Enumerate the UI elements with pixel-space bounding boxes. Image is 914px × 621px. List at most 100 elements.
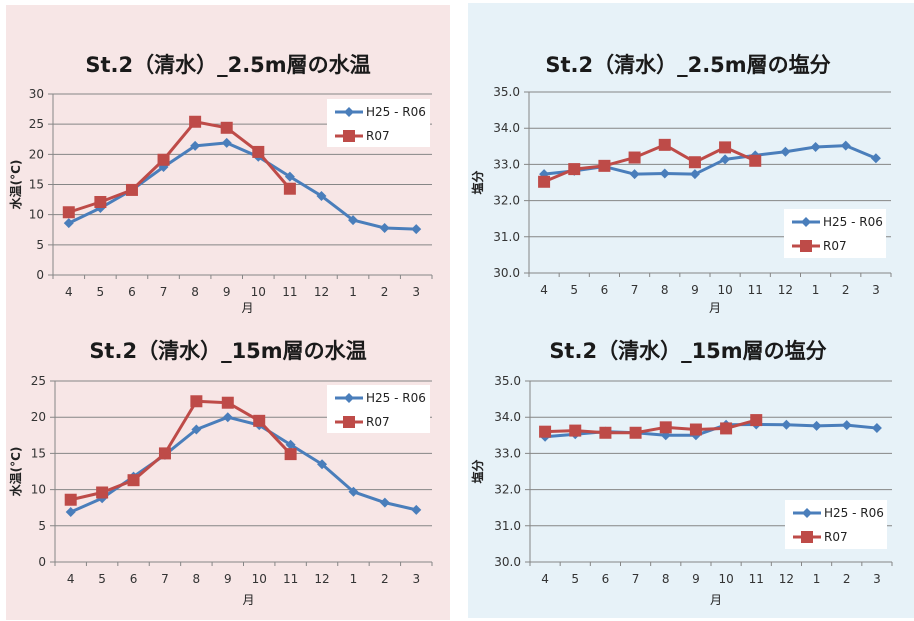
y-tick-label: 32.0 xyxy=(494,483,521,497)
x-tick-label: 3 xyxy=(873,572,881,586)
y-tick-label: 0 xyxy=(36,268,44,282)
legend-label: H25 - R06 xyxy=(824,506,884,520)
data-point xyxy=(64,493,77,506)
data-point xyxy=(659,421,672,434)
x-tick-label: 6 xyxy=(130,572,138,586)
series-r07 xyxy=(539,414,763,439)
x-tick-label: 5 xyxy=(97,285,105,299)
x-tick-label: 6 xyxy=(128,285,136,299)
y-tick-label: 30.0 xyxy=(493,266,520,280)
x-tick-label: 12 xyxy=(314,285,329,299)
legend-label: R07 xyxy=(824,530,848,544)
x-tick-label: 2 xyxy=(842,283,850,297)
legend: H25 - R06 R07 xyxy=(784,209,886,258)
legend-marker xyxy=(343,130,355,142)
data-point xyxy=(689,423,702,436)
data-point xyxy=(811,420,822,431)
data-point xyxy=(659,168,670,179)
legend-label: H25 - R06 xyxy=(366,105,426,119)
y-tick-label: 34.0 xyxy=(493,121,520,135)
y-tick-label: 0 xyxy=(38,555,46,569)
x-tick-label: 3 xyxy=(872,283,880,297)
data-point xyxy=(720,154,731,165)
y-axis-label: 水温(°C) xyxy=(8,160,23,210)
data-point xyxy=(348,215,359,226)
data-point xyxy=(125,183,138,196)
x-axis-label: 月 xyxy=(709,301,721,315)
data-point xyxy=(720,422,733,435)
data-point xyxy=(158,447,171,460)
x-tick-label: 5 xyxy=(571,572,579,586)
x-tick-label: 6 xyxy=(602,572,610,586)
x-tick-label: 7 xyxy=(631,283,639,297)
x-tick-label: 12 xyxy=(779,572,794,586)
data-point xyxy=(840,140,851,151)
legend-marker xyxy=(800,240,812,252)
data-point xyxy=(62,206,75,219)
y-tick-label: 30 xyxy=(29,87,44,101)
legend: H25 - R06 R07 xyxy=(327,385,430,433)
y-tick-label: 10 xyxy=(31,483,46,497)
data-point xyxy=(749,154,762,167)
x-tick-label: 1 xyxy=(349,285,357,299)
x-tick-label: 11 xyxy=(748,283,763,297)
data-point xyxy=(629,426,642,439)
data-point xyxy=(284,171,295,182)
series-line xyxy=(68,141,417,231)
data-point xyxy=(569,424,582,437)
legend-marker xyxy=(802,508,812,518)
data-point xyxy=(222,412,233,423)
series-r07 xyxy=(64,395,297,506)
legend-marker xyxy=(343,416,355,428)
data-point xyxy=(599,426,612,439)
chart-title: St.2（清水）_15m層の水温 xyxy=(89,339,366,363)
legend-marker xyxy=(344,107,354,117)
x-tick-label: 3 xyxy=(412,572,420,586)
data-point xyxy=(285,439,296,450)
data-point xyxy=(96,486,109,499)
data-point xyxy=(220,121,233,134)
data-point xyxy=(539,425,552,438)
y-tick-label: 34.0 xyxy=(494,410,521,424)
data-point xyxy=(316,190,327,201)
legend-marker xyxy=(801,217,811,227)
x-tick-label: 1 xyxy=(813,572,821,586)
x-tick-label: 7 xyxy=(632,572,640,586)
data-point xyxy=(870,153,881,164)
legend-label: R07 xyxy=(366,129,390,143)
data-point xyxy=(658,138,671,151)
x-tick-label: 9 xyxy=(224,572,232,586)
data-point xyxy=(629,169,640,180)
x-tick-label: 10 xyxy=(718,572,733,586)
legend-label: R07 xyxy=(823,239,847,253)
chart-2: St.2（清水）_2.5m層の塩分 30.0 31.0 32.0 33.0 34.0 35.… xyxy=(470,53,892,315)
y-tick-label: 33.0 xyxy=(494,446,521,460)
x-tick-label: 3 xyxy=(412,285,420,299)
data-point xyxy=(688,156,701,169)
x-tick-label: 9 xyxy=(691,283,699,297)
data-point xyxy=(190,395,203,408)
data-point xyxy=(157,153,170,166)
x-tick-label: 8 xyxy=(193,572,201,586)
data-point xyxy=(94,195,107,208)
y-tick-label: 32.0 xyxy=(493,194,520,208)
data-point xyxy=(221,396,234,409)
data-point xyxy=(719,141,732,154)
data-point xyxy=(750,414,763,427)
data-point xyxy=(284,448,297,461)
series-r07 xyxy=(538,138,762,188)
series-h25-r06 xyxy=(63,137,422,235)
y-tick-label: 30.0 xyxy=(494,555,521,569)
x-tick-label: 2 xyxy=(381,572,389,586)
data-point xyxy=(63,218,74,229)
y-axis-label: 塩分 xyxy=(470,170,485,194)
y-axis-label: 水温(°C) xyxy=(8,447,23,497)
y-tick-label: 35.0 xyxy=(493,85,520,99)
data-point xyxy=(689,169,700,180)
y-tick-label: 15 xyxy=(31,446,46,460)
x-axis-label: 月 xyxy=(241,301,253,315)
data-point xyxy=(810,142,821,153)
data-point xyxy=(379,497,390,508)
data-point xyxy=(598,159,611,172)
